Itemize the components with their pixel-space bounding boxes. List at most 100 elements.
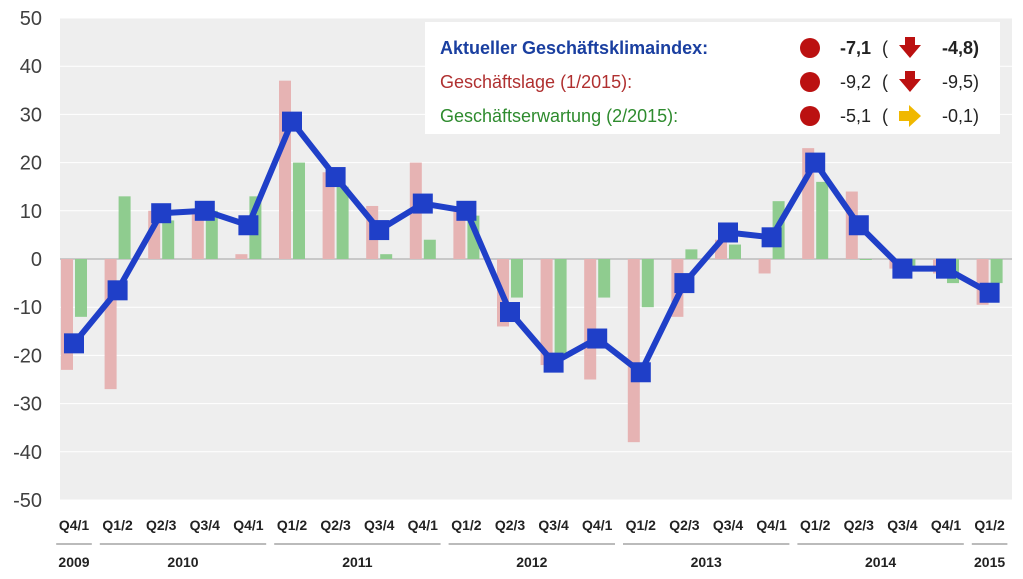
x-tick-label: Q1/2	[451, 517, 482, 533]
point-geschaeftsklimaindex	[500, 302, 520, 323]
year-label: 2010	[167, 554, 198, 570]
bar-geschaeftserwartung	[554, 259, 567, 356]
year-label: 2015	[974, 554, 1005, 570]
y-tick-label: -40	[13, 442, 42, 464]
x-tick-label: Q2/3	[844, 517, 875, 533]
x-tick-label: Q2/3	[495, 517, 526, 533]
y-tick-label: -50	[13, 490, 42, 512]
year-label: 2012	[516, 554, 547, 570]
bar-geschaeftserwartung	[685, 249, 698, 259]
year-label: 2014	[865, 554, 896, 570]
status-dot-icon	[800, 38, 820, 58]
x-tick-label: Q2/3	[669, 517, 700, 533]
bar-geschaeftslage	[191, 210, 204, 259]
point-geschaeftsklimaindex	[543, 352, 564, 373]
legend-value: -9,2	[840, 72, 871, 92]
x-tick-label: Q1/2	[800, 517, 831, 533]
x-axis: Q4/1 Q1/2 Q2/3 Q3/4 Q4/1 Q1/2 Q2/3 Q3/4 Q4/1 Q1/2…	[59, 517, 1005, 533]
legend-value: -7,1	[840, 38, 871, 58]
y-tick-label: -10	[13, 297, 42, 319]
year-label: 2009	[58, 554, 89, 570]
bar-geschaeftslage	[627, 259, 640, 443]
point-geschaeftsklimaindex	[892, 258, 913, 279]
y-tick-label: -20	[13, 345, 42, 367]
legend-label: Geschäftserwartung (2/2015):	[440, 106, 678, 126]
bar-geschaeftserwartung	[423, 239, 436, 259]
legend-paren: (	[882, 72, 888, 92]
point-geschaeftsklimaindex	[674, 273, 695, 294]
x-tick-label: Q4/1	[59, 517, 90, 533]
bar-geschaeftslage	[453, 210, 466, 259]
point-geschaeftsklimaindex	[107, 280, 128, 301]
bar-geschaeftserwartung	[293, 162, 305, 259]
point-geschaeftsklimaindex	[282, 111, 302, 132]
x-tick-label: Q3/4	[190, 517, 221, 533]
x-tick-label: Q3/4	[713, 517, 744, 533]
point-geschaeftsklimaindex	[369, 220, 390, 241]
bar-geschaeftserwartung	[75, 259, 87, 317]
x-tick-label: Q4/1	[756, 517, 787, 533]
y-tick-label: 20	[20, 153, 42, 175]
bar-geschaeftslage	[322, 172, 335, 259]
year-label: 2013	[691, 554, 722, 570]
legend-paren: (	[882, 38, 888, 58]
x-tick-label: Q1/2	[102, 517, 133, 533]
point-geschaeftsklimaindex	[151, 203, 172, 224]
y-tick-label: 10	[20, 201, 42, 223]
point-geschaeftsklimaindex	[936, 258, 956, 279]
y-tick-label: 40	[20, 56, 42, 78]
point-geschaeftsklimaindex	[325, 167, 346, 188]
bar-geschaeftserwartung	[162, 220, 175, 259]
bar-geschaeftslage	[584, 259, 597, 380]
legend-value: -5,1	[840, 106, 871, 126]
legend-previous: -4,8)	[942, 38, 979, 58]
point-geschaeftsklimaindex	[238, 215, 259, 236]
point-geschaeftsklimaindex	[412, 193, 433, 214]
point-geschaeftsklimaindex	[805, 152, 826, 173]
legend-previous: -0,1)	[942, 106, 979, 126]
bar-geschaeftserwartung	[598, 259, 611, 298]
x-tick-label: Q3/4	[538, 517, 569, 533]
bar-geschaeftserwartung	[336, 186, 349, 259]
y-tick-label: 50	[20, 8, 42, 30]
point-geschaeftsklimaindex	[630, 362, 651, 383]
x-tick-label: Q4/1	[408, 517, 439, 533]
bar-geschaeftserwartung	[205, 210, 218, 259]
bar-geschaeftslage	[540, 259, 553, 366]
bar-geschaeftserwartung	[511, 259, 523, 298]
y-tick-label: 30	[20, 104, 42, 126]
y-axis: 50 40 30 20 10 0 -10 -20 -30 -40 -50	[13, 8, 42, 512]
point-geschaeftsklimaindex	[718, 222, 738, 243]
y-tick-label: -30	[13, 394, 42, 416]
bar-geschaeftserwartung	[641, 259, 654, 308]
x-tick-label: Q2/3	[320, 517, 351, 533]
x-tick-label: Q4/1	[233, 517, 264, 533]
line-series	[64, 111, 1000, 383]
point-geschaeftsklimaindex	[587, 328, 608, 349]
year-axis: 2009 2010 2011 2012 2013 2014 2015	[56, 543, 1008, 570]
bar-geschaeftserwartung	[729, 244, 741, 259]
arrow-right-icon	[899, 105, 921, 127]
bar-geschaeftserwartung	[118, 196, 131, 259]
x-tick-label: Q3/4	[364, 517, 395, 533]
x-tick-label: Q1/2	[626, 517, 657, 533]
legend-label: Geschäftslage (1/2015):	[440, 72, 632, 92]
status-dot-icon	[800, 72, 820, 92]
legend-paren: (	[882, 106, 888, 126]
y-tick-label: 0	[31, 249, 42, 271]
bar-geschaeftslage	[758, 259, 771, 274]
bar-geschaeftserwartung	[816, 181, 829, 259]
line-geschaeftsklimaindex	[71, 118, 992, 376]
status-dot-icon	[800, 106, 820, 126]
x-tick-label: Q1/2	[974, 517, 1005, 533]
point-geschaeftsklimaindex	[848, 215, 869, 236]
point-geschaeftsklimaindex	[194, 200, 215, 221]
bar-geschaeftserwartung	[859, 259, 872, 260]
point-geschaeftsklimaindex	[456, 200, 477, 221]
x-tick-label: Q3/4	[887, 517, 918, 533]
point-geschaeftsklimaindex	[64, 333, 84, 354]
arrow-down-icon	[899, 37, 921, 58]
bar-geschaeftslage	[104, 259, 117, 390]
legend-label: Aktueller Geschäftsklimaindex:	[440, 38, 708, 58]
